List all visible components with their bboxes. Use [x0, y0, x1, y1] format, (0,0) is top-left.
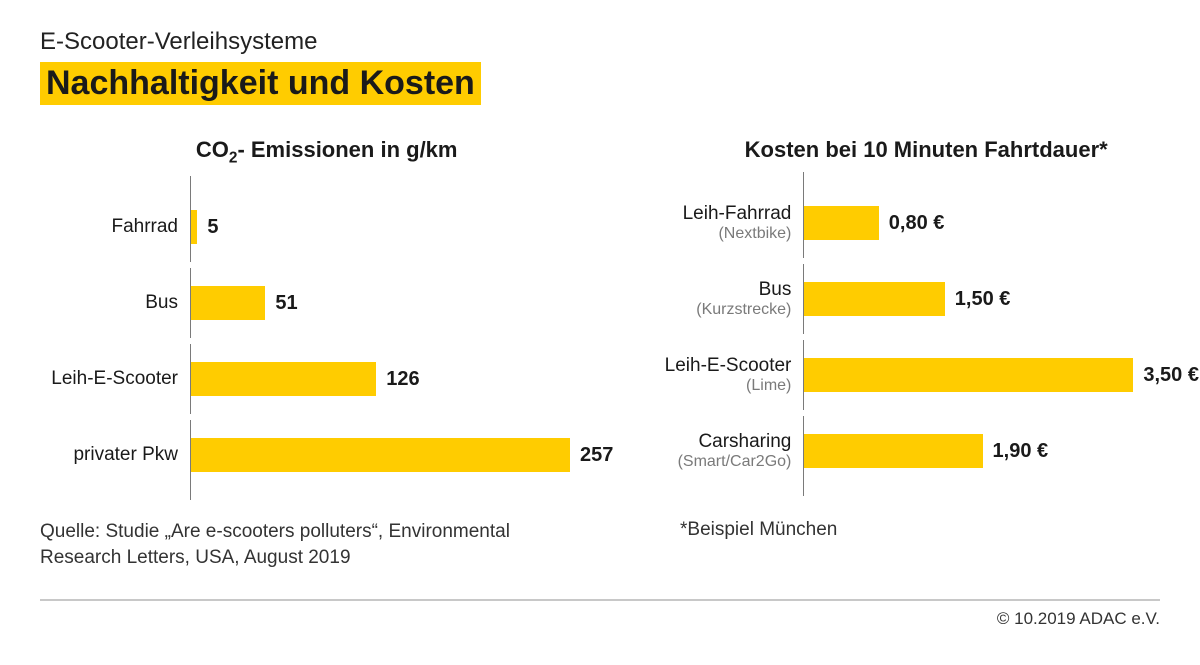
bar-row: Fahrrad 5	[40, 201, 613, 253]
bar-value: 257	[580, 444, 613, 467]
emissions-chart: CO2- Emissionen in g/km Fahrrad 5 Bus 51 Lei…	[40, 137, 613, 505]
bar-wrap: 1,90 €	[803, 434, 1199, 468]
axis-line	[190, 176, 191, 262]
supertitle: E-Scooter-Verleihsysteme	[40, 28, 1160, 56]
bar-value: 1,50 €	[955, 288, 1011, 311]
row-sublabel: (Nextbike)	[653, 225, 791, 243]
infographic-page: E-Scooter-Verleihsysteme Nachhaltigkeit …	[0, 0, 1200, 665]
row-labels: Carsharing(Smart/Car2Go)	[653, 432, 803, 470]
bar-wrap: 5	[190, 210, 613, 244]
bar	[190, 438, 570, 472]
bar	[803, 358, 1133, 392]
row-labels: privater Pkw	[40, 445, 190, 466]
cost-chart: Kosten bei 10 Minuten Fahrtdauer* Leih-F…	[653, 137, 1199, 505]
cost-chart-title: Kosten bei 10 Minuten Fahrtdauer*	[653, 137, 1199, 163]
row-label: Bus	[40, 293, 178, 314]
bar-row: Leih-E-Scooter(Lime) 3,50 €	[653, 349, 1199, 401]
row-sublabel: (Kurzstrecke)	[653, 301, 791, 319]
axis-line	[190, 420, 191, 500]
bar	[190, 362, 376, 396]
row-sublabel: (Lime)	[653, 377, 791, 395]
bar	[803, 206, 878, 240]
bar-wrap: 1,50 €	[803, 282, 1199, 316]
source-left: Quelle: Studie „Are e-scooters polluters…	[40, 519, 520, 570]
emissions-rows: Fahrrad 5 Bus 51 Leih-E-Scooter 126 privater P…	[40, 201, 613, 481]
axis-line	[803, 416, 804, 496]
bar-value: 0,80 €	[889, 212, 945, 235]
axis-line	[803, 264, 804, 334]
bar	[803, 282, 944, 316]
cost-rows: Leih-Fahrrad(Nextbike) 0,80 € Bus(Kurzstre…	[653, 197, 1199, 477]
bar	[190, 286, 265, 320]
bar-wrap: 126	[190, 362, 613, 396]
bar-row: Carsharing(Smart/Car2Go) 1,90 €	[653, 425, 1199, 477]
bar-row: privater Pkw 257	[40, 429, 613, 481]
charts-container: CO2- Emissionen in g/km Fahrrad 5 Bus 51 Lei…	[40, 137, 1160, 505]
row-label: Bus	[653, 280, 791, 301]
bar-value: 5	[207, 216, 218, 239]
bar-row: Bus 51	[40, 277, 613, 329]
axis-line	[190, 344, 191, 414]
row-labels: Bus(Kurzstrecke)	[653, 280, 803, 318]
axis-line	[803, 340, 804, 410]
row-label: Carsharing	[653, 432, 791, 453]
bar-row: Leih-E-Scooter 126	[40, 353, 613, 405]
row-label: Leih-Fahrrad	[653, 204, 791, 225]
divider	[40, 599, 1160, 601]
bar-row: Leih-Fahrrad(Nextbike) 0,80 €	[653, 197, 1199, 249]
bar-wrap: 3,50 €	[803, 358, 1199, 392]
bar-value: 126	[386, 368, 419, 391]
row-labels: Leih-E-Scooter(Lime)	[653, 356, 803, 394]
bar-wrap: 51	[190, 286, 613, 320]
axis-line	[803, 172, 804, 258]
bar-value: 51	[275, 292, 297, 315]
row-labels: Leih-Fahrrad(Nextbike)	[653, 204, 803, 242]
copyright: © 10.2019 ADAC e.V.	[40, 609, 1160, 629]
row-labels: Bus	[40, 293, 190, 314]
bar-value: 1,90 €	[993, 440, 1049, 463]
row-label: privater Pkw	[40, 445, 178, 466]
bar	[803, 434, 982, 468]
emissions-chart-title: CO2- Emissionen in g/km	[40, 137, 613, 167]
bar-wrap: 257	[190, 438, 613, 472]
row-label: Leih-E-Scooter	[653, 356, 791, 377]
row-labels: Fahrrad	[40, 217, 190, 238]
bar	[190, 210, 197, 244]
axis-line	[190, 268, 191, 338]
bar-value: 3,50 €	[1143, 364, 1199, 387]
row-label: Leih-E-Scooter	[40, 369, 178, 390]
row-labels: Leih-E-Scooter	[40, 369, 190, 390]
bar-row: Bus(Kurzstrecke) 1,50 €	[653, 273, 1199, 325]
main-title: Nachhaltigkeit und Kosten	[40, 62, 481, 105]
row-label: Fahrrad	[40, 217, 178, 238]
sources: Quelle: Studie „Are e-scooters polluters…	[40, 519, 1160, 570]
bar-wrap: 0,80 €	[803, 206, 1199, 240]
row-sublabel: (Smart/Car2Go)	[653, 453, 791, 471]
source-right: *Beispiel München	[520, 519, 1160, 570]
